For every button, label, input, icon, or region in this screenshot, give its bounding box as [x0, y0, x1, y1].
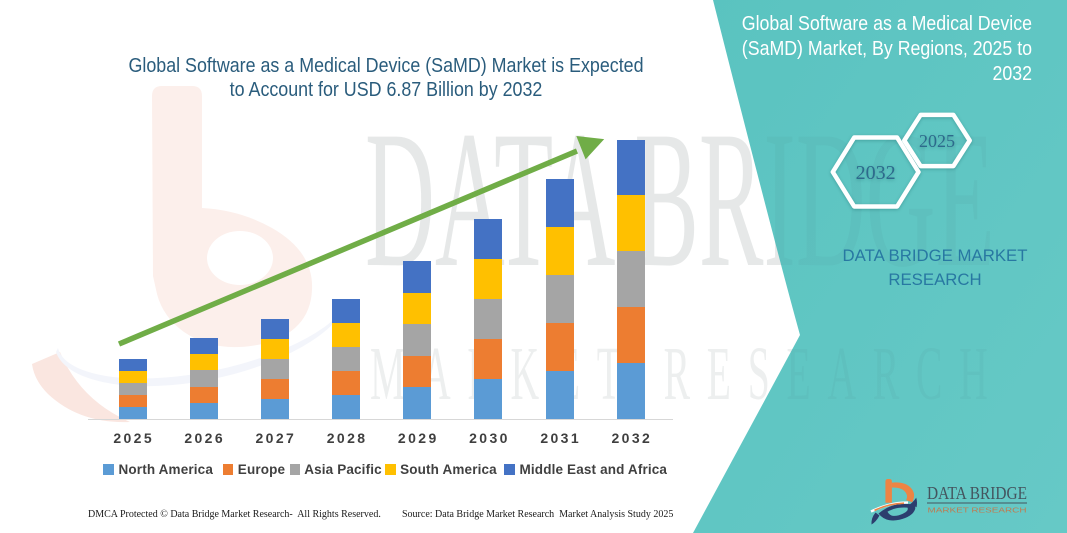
- svg-text:2032: 2032: [856, 162, 896, 184]
- svg-text:2025: 2025: [919, 131, 955, 151]
- svg-text:DATA BRIDGE: DATA BRIDGE: [927, 483, 1027, 503]
- svg-text:MARKET RESEARCH: MARKET RESEARCH: [928, 508, 1027, 515]
